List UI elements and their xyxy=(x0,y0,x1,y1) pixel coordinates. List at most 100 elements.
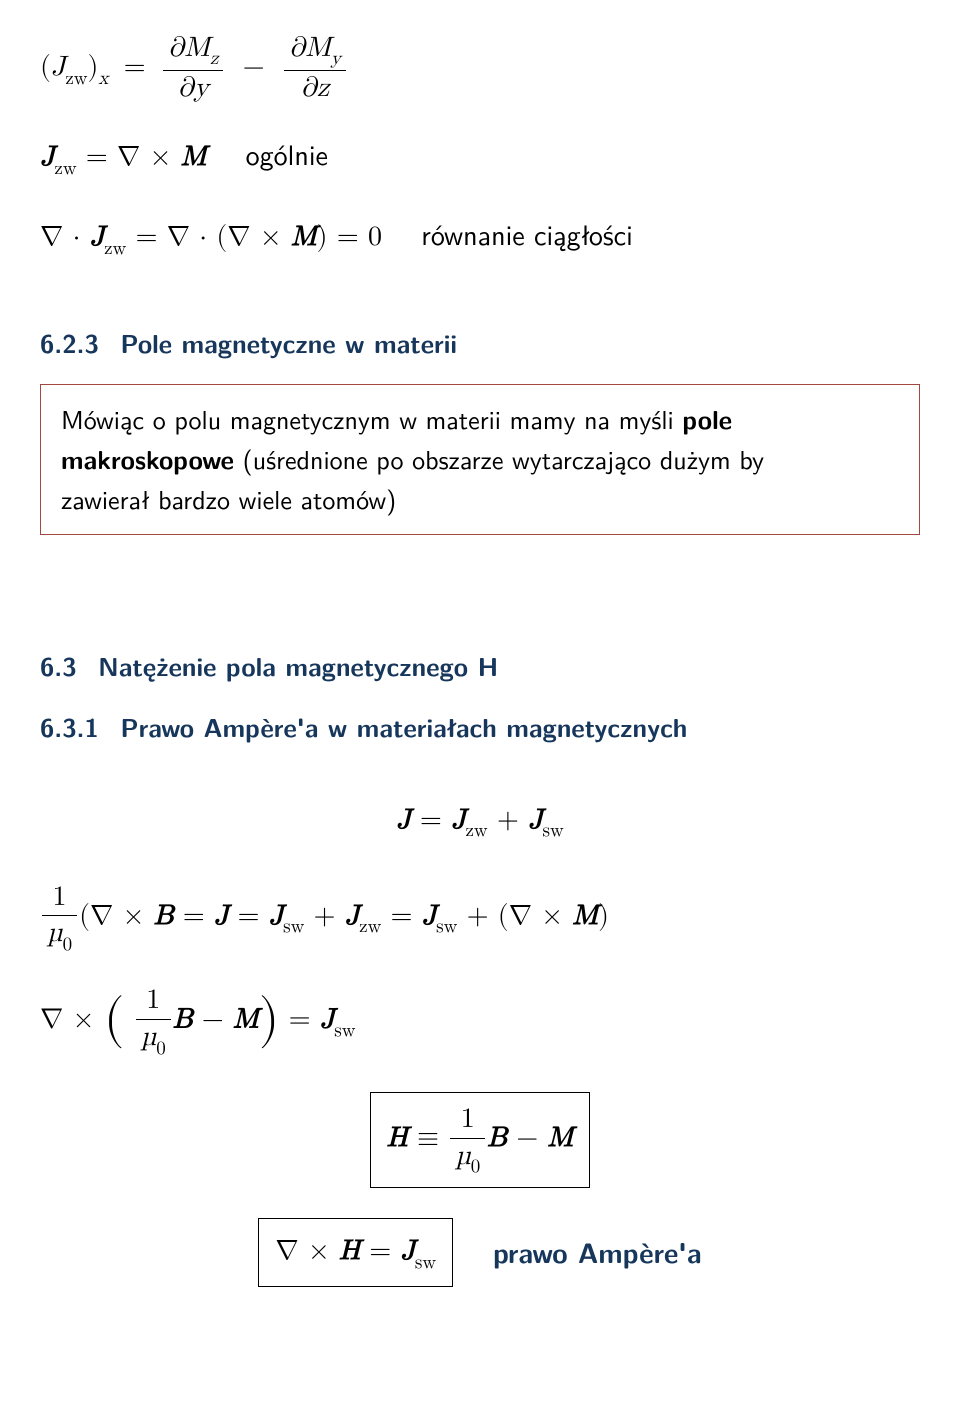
frac-dmy-dz: ∂My ∂z xyxy=(284,32,346,106)
dy-den: ∂y xyxy=(163,71,224,106)
box-line2b: (uśrednione po obszarze wytarczająco duż… xyxy=(234,440,764,478)
section-title: Prawo Ampère'a w materiałach magnetyczny… xyxy=(120,708,687,745)
var-J: J xyxy=(51,53,65,81)
label-ampere-law: prawo Ampère'a xyxy=(493,1230,701,1275)
dMy-sub: y xyxy=(331,49,341,68)
var-J: J xyxy=(40,143,54,171)
frac-1-mu0: 1 µ0 xyxy=(136,984,171,1058)
eq: = xyxy=(411,806,451,834)
var-J: J xyxy=(401,1237,415,1265)
num-1: 1 xyxy=(42,881,77,917)
section-number: 6.3 xyxy=(40,647,77,684)
var-J4: J xyxy=(422,902,436,930)
frac-1-mu0: 1 µ0 xyxy=(42,881,77,955)
var-J2: J xyxy=(269,902,283,930)
sub-sw: sw xyxy=(415,1253,436,1272)
var-B: B xyxy=(154,902,174,930)
label-continuity: równanie ciągłości xyxy=(421,213,633,254)
mu: µ xyxy=(455,1142,471,1170)
mu-sub: 0 xyxy=(471,1157,481,1176)
equation-ampere-law: ∇ × H = Jsw prawo Ampère'a xyxy=(40,1218,920,1287)
equals: = xyxy=(124,53,146,81)
equation-jzw-x: (Jzw)x = ∂Mz ∂y − ∂My ∂z xyxy=(40,32,920,106)
nabla-dot: ∇ · xyxy=(40,223,90,251)
equation-h-definition: H ≡ 1 µ0 B − M xyxy=(40,1092,920,1188)
sub-zw: zw xyxy=(359,917,381,936)
dMz-num: ∂M xyxy=(168,34,210,62)
equation-curl-h-def: ∇ × ( 1 µ0 B − M) = Jsw xyxy=(40,979,920,1064)
equation-continuity: ∇ · Jzw = ∇ · (∇ × M) = 0 równanie ciągł… xyxy=(40,212,920,262)
var-M: M xyxy=(291,223,317,251)
nabla-cross: ∇ × xyxy=(40,1006,104,1034)
box-line1a: Mówiąc o polu magnetycznym w materii mam… xyxy=(61,400,682,438)
equation-curl-b: 1 µ0 (∇ × B = J = Jsw + Jzw = Jsw + (∇ ×… xyxy=(40,881,920,955)
eq: = xyxy=(360,1237,400,1265)
var-H: H xyxy=(387,1124,408,1152)
dz-den: ∂z xyxy=(284,71,346,106)
box-line3: zawierał bardzo wiele atomów) xyxy=(61,480,396,518)
var-H: H xyxy=(339,1237,360,1265)
label-generally: ogólnie xyxy=(246,133,328,174)
dMz-sub: z xyxy=(210,49,218,68)
sub-x: x xyxy=(98,69,108,88)
var-J3: J xyxy=(345,902,359,930)
var-J1: J xyxy=(214,902,228,930)
var-B: B xyxy=(487,1124,507,1152)
frac-1-mu0: 1 µ0 xyxy=(450,1103,485,1177)
heading-6-2-3: 6.2.3 Pole magnetyczne w materii xyxy=(40,322,920,364)
sub-zw: zw xyxy=(104,239,126,258)
big-lparen: ( xyxy=(104,977,125,1062)
box-line1b: pole xyxy=(682,400,732,437)
var-J3: J xyxy=(528,806,542,834)
mu: µ xyxy=(141,1023,157,1051)
lparen: ( xyxy=(40,53,51,81)
nabla-cross: ∇ × xyxy=(275,1237,339,1265)
var-J: J xyxy=(320,1006,334,1034)
sub-sw2: sw xyxy=(436,917,457,936)
sub-sw: sw xyxy=(334,1021,355,1040)
open: (∇ × xyxy=(79,902,154,930)
boxed-ampere: ∇ × H = Jsw xyxy=(258,1218,453,1287)
close: ) xyxy=(598,902,609,930)
boxed-h-def: H ≡ 1 µ0 B − M xyxy=(370,1092,590,1188)
var-M: M xyxy=(181,143,207,171)
plus2: + (∇ × xyxy=(457,902,572,930)
eq1: = xyxy=(174,902,214,930)
mu: µ xyxy=(47,919,63,947)
heading-6-3-1: 6.3.1 Prawo Ampère'a w materiałach magne… xyxy=(40,706,920,748)
box-line2a: makroskopowe xyxy=(61,440,234,477)
heading-6-3: 6.3 Natężenie pola magnetycznego H xyxy=(40,645,920,687)
equation-j-decompose: J = Jzw + Jsw xyxy=(40,798,920,845)
equiv: ≡ xyxy=(408,1124,448,1152)
mid: = ∇ × xyxy=(77,143,181,171)
var-M: M xyxy=(548,1124,574,1152)
section-title: Pole magnetyczne w materii xyxy=(120,324,457,361)
num-1: 1 xyxy=(136,984,171,1020)
plus1: + xyxy=(304,902,344,930)
section-title: Natężenie pola magnetycznego H xyxy=(98,647,498,684)
section-number: 6.2.3 xyxy=(40,324,99,361)
mu-sub: 0 xyxy=(63,935,73,954)
tail: = xyxy=(279,1006,319,1034)
equation-jzw-curl-m: Jzw = ∇ × M ogólnie xyxy=(40,132,920,182)
minus: − xyxy=(243,53,265,81)
definition-box: Mówiąc o polu magnetycznym w materii mam… xyxy=(40,384,920,535)
var-J: J xyxy=(396,806,410,834)
tail: ) = 0 xyxy=(317,223,382,251)
eq2: = xyxy=(228,902,268,930)
var-J: J xyxy=(90,223,104,251)
eq3: = xyxy=(381,902,421,930)
sub-zw: zw xyxy=(465,821,487,840)
minus: − xyxy=(507,1124,547,1152)
var-M: M xyxy=(572,902,598,930)
sub-sw: sw xyxy=(542,821,563,840)
sub-zw: zw xyxy=(54,159,76,178)
dMy-num: ∂M xyxy=(289,34,331,62)
sub-zw: zw xyxy=(65,69,87,88)
var-B: B xyxy=(173,1006,193,1034)
section-number: 6.3.1 xyxy=(40,708,99,745)
minus: − xyxy=(193,1006,233,1034)
var-M: M xyxy=(233,1006,259,1034)
mu-sub: 0 xyxy=(156,1039,166,1058)
rparen: ) xyxy=(88,53,99,81)
